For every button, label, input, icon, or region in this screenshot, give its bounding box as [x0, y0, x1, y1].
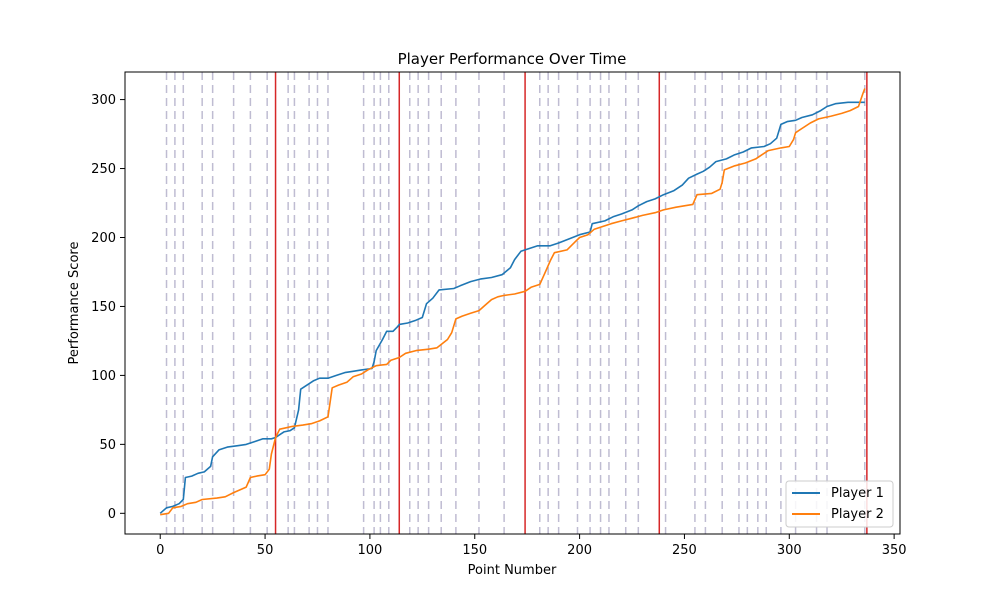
- x-tick-label: 200: [567, 543, 592, 558]
- y-axis-label: Performance Score: [67, 242, 82, 365]
- x-tick-label: 50: [257, 543, 274, 558]
- legend-label-player-1: Player 1: [831, 486, 884, 501]
- x-axis-label: Point Number: [468, 563, 557, 578]
- y-axis-ticks: 0 50 100 150 200 250 300: [91, 93, 125, 522]
- legend: Player 1 Player 2: [785, 480, 894, 528]
- chart-title: Player Performance Over Time: [398, 50, 627, 68]
- legend-label-player-2: Player 2: [831, 507, 884, 522]
- x-tick-label: 100: [357, 543, 382, 558]
- y-tick-label: 200: [91, 231, 116, 246]
- x-tick-label: 350: [882, 543, 907, 558]
- series-line-player-2: [160, 88, 866, 516]
- x-tick-label: 150: [462, 543, 487, 558]
- series-lines: [159, 88, 866, 516]
- x-tick-label: 300: [777, 543, 802, 558]
- x-axis-ticks: 0 50 100 150 200 250 300 350: [156, 534, 907, 558]
- x-tick-label: 250: [672, 543, 697, 558]
- series-line-player-1: [159, 101, 865, 514]
- y-tick-label: 50: [99, 438, 116, 453]
- vertical-markers: [165, 72, 868, 534]
- y-tick-label: 300: [91, 93, 116, 108]
- y-tick-label: 250: [91, 162, 116, 177]
- x-tick-label: 0: [156, 543, 164, 558]
- y-tick-label: 0: [108, 507, 116, 522]
- y-tick-label: 100: [91, 369, 116, 384]
- plot-frame: [124, 71, 901, 535]
- y-tick-label: 150: [91, 300, 116, 315]
